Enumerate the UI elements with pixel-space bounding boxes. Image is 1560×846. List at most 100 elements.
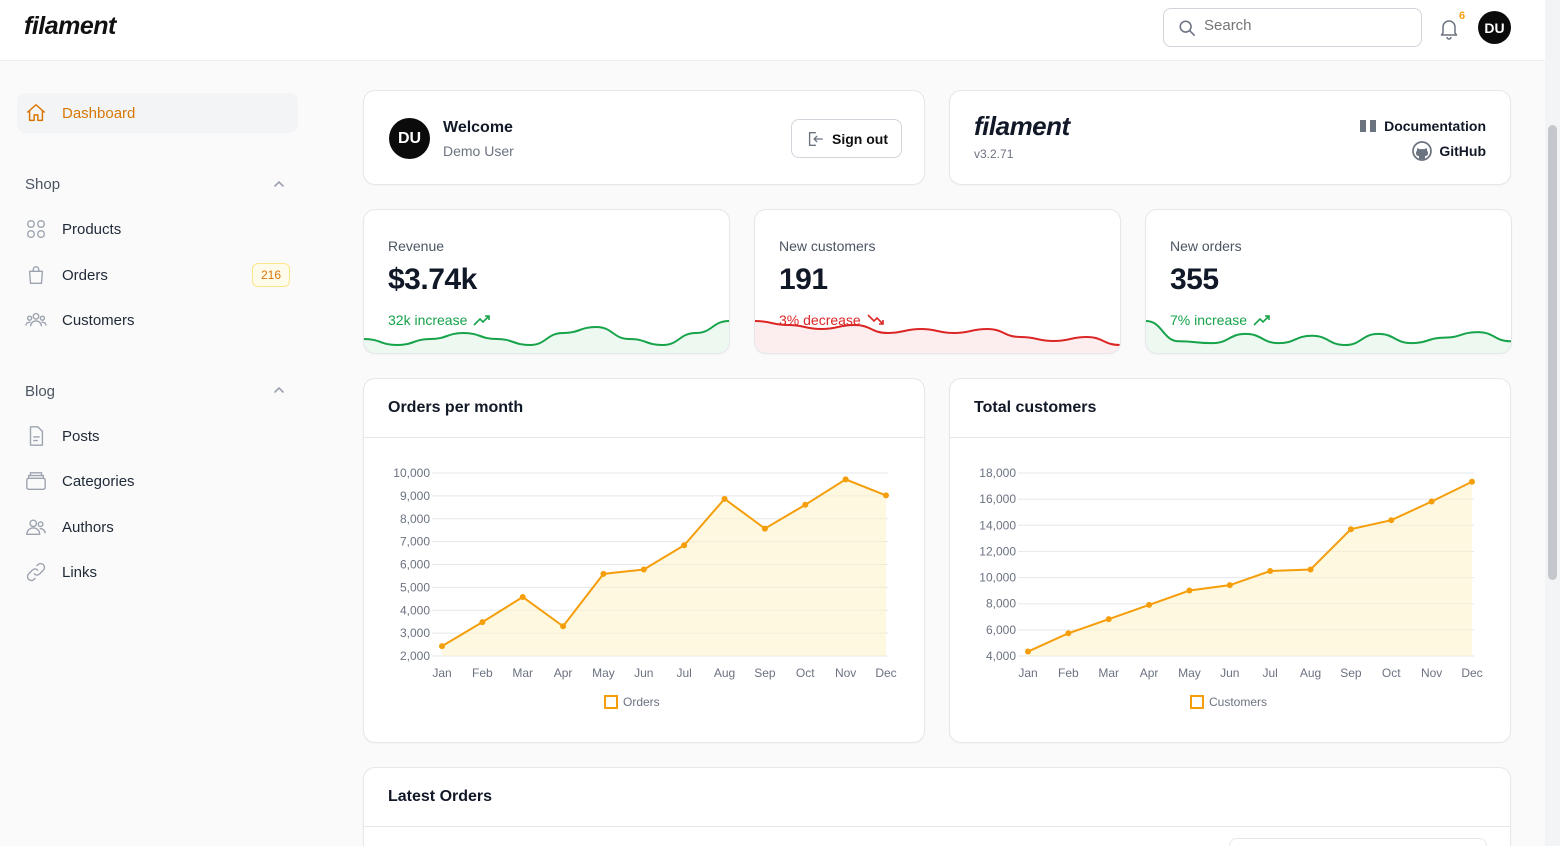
x-tick-label: Feb <box>472 666 493 680</box>
x-tick-label: Dec <box>1461 666 1482 680</box>
y-tick-label: 18,000 <box>979 466 1016 480</box>
scrollbar-thumb[interactable] <box>1548 125 1557 580</box>
stat-card-revenue: Revenue $3.74k 32k increase <box>363 209 730 354</box>
trending-up-icon <box>1253 315 1270 326</box>
sidebar-item-orders[interactable]: Orders 216 <box>17 255 298 295</box>
welcome-username: Demo User <box>443 143 514 159</box>
data-point[interactable] <box>1146 601 1153 608</box>
x-tick-label: Sep <box>1340 666 1362 680</box>
customers-chart-card: Total customers 4,000 6,000 8,000 10,000 12,… <box>949 378 1511 743</box>
sparkline-line <box>364 320 729 347</box>
legend-label[interactable]: Customers <box>1209 695 1267 709</box>
github-link[interactable]: GitHub <box>1412 141 1486 161</box>
legend-label[interactable]: Orders <box>623 695 660 709</box>
sparkline-line <box>755 320 1120 346</box>
data-point[interactable] <box>640 566 647 573</box>
sidebar-item-posts[interactable]: Posts <box>17 416 298 456</box>
stat-description-text: 32k increase <box>388 312 468 328</box>
sidebar-item-categories[interactable]: Categories <box>17 461 298 501</box>
y-tick-label: 12,000 <box>979 544 1016 558</box>
search-input[interactable] <box>1204 17 1404 34</box>
notifications-button[interactable]: 6 <box>1437 10 1465 42</box>
sidebar-group-shop[interactable]: Shop <box>25 176 61 193</box>
folder-icon <box>26 472 46 490</box>
sparkline-area <box>755 321 1120 353</box>
welcome-title: Welcome <box>443 119 513 136</box>
x-tick-label: Apr <box>554 666 573 680</box>
notification-count: 6 <box>1459 10 1466 22</box>
sidebar-item-authors[interactable]: Authors <box>17 507 298 547</box>
sidebar-item-products[interactable]: Products <box>17 209 298 249</box>
orders-line-chart: 2,000 3,000 4,000 5,000 6,000 7,000 8,000 9,000… <box>393 466 897 709</box>
sidebar-item-dashboard[interactable]: Dashboard <box>17 93 298 133</box>
search-box[interactable] <box>1163 8 1422 47</box>
document-icon <box>29 426 44 446</box>
y-tick-label: 8,000 <box>986 597 1016 611</box>
book-icon <box>1360 120 1377 132</box>
y-tick-label: 4,000 <box>986 649 1016 663</box>
y-tick-label: 6,000 <box>986 623 1016 637</box>
sidebar-item-links[interactable]: Links <box>17 552 298 592</box>
data-point[interactable] <box>1388 517 1395 524</box>
data-point[interactable] <box>1469 478 1475 485</box>
data-point[interactable] <box>479 619 486 626</box>
filament-version: v3.2.71 <box>974 147 1014 161</box>
latest-orders-card: Latest Orders <box>363 767 1511 846</box>
filament-info-card: filament v3.2.71 Documentation GitHub <box>949 90 1511 185</box>
link-icon <box>26 562 46 582</box>
data-point[interactable] <box>1186 587 1193 594</box>
chevron-up-icon[interactable] <box>272 383 286 397</box>
data-point[interactable] <box>1267 568 1274 575</box>
x-tick-label: Jun <box>1220 666 1239 680</box>
series-line <box>441 478 887 648</box>
latest-orders-title: Latest Orders <box>388 788 493 805</box>
legend-swatch[interactable] <box>604 695 618 709</box>
table-search-input[interactable] <box>1229 838 1487 846</box>
page-scrollbar[interactable] <box>1545 0 1560 846</box>
divider <box>364 826 1510 827</box>
stat-label: New orders <box>1170 238 1242 254</box>
legend-swatch[interactable] <box>1190 695 1204 709</box>
data-point[interactable] <box>883 492 889 499</box>
data-point[interactable] <box>1347 526 1354 533</box>
x-tick-label: Dec <box>875 666 896 680</box>
x-tick-label: Mar <box>512 666 533 680</box>
welcome-avatar: DU <box>389 118 430 159</box>
data-point[interactable] <box>1226 582 1233 589</box>
home-icon <box>27 104 45 122</box>
data-point[interactable] <box>721 495 728 502</box>
data-point[interactable] <box>1307 566 1314 573</box>
data-point[interactable] <box>842 476 849 483</box>
data-point[interactable] <box>1025 648 1031 655</box>
data-point[interactable] <box>802 501 809 508</box>
sidebar-item-label: Categories <box>62 472 135 490</box>
data-point[interactable] <box>681 542 688 549</box>
documentation-link[interactable]: Documentation <box>1359 118 1486 134</box>
sign-out-button[interactable]: Sign out <box>791 119 902 158</box>
sidebar-group-blog[interactable]: Blog <box>25 383 56 400</box>
bell-icon <box>1440 20 1458 40</box>
y-tick-label: 2,000 <box>400 649 430 663</box>
sidebar-item-customers[interactable]: Customers <box>17 300 298 340</box>
customers-line-chart: 4,000 6,000 8,000 10,000 12,000 14,000 16,000 1… <box>979 466 1483 709</box>
data-point[interactable] <box>519 593 526 600</box>
y-tick-label: 10,000 <box>393 466 430 480</box>
sidebar-item-label: Posts <box>62 427 100 445</box>
data-point[interactable] <box>600 570 607 577</box>
data-point[interactable] <box>1105 616 1112 623</box>
orders-chart-card: Orders per month 2,000 3,000 4,000 5,000 6,0… <box>363 378 925 743</box>
brand-logo[interactable]: filament <box>24 12 116 40</box>
filament-logo: filament <box>974 111 1070 141</box>
chevron-up-icon[interactable] <box>272 177 286 191</box>
topbar: filament 6 DU <box>0 0 1545 61</box>
trending-down-icon <box>867 314 884 325</box>
new-customers-sparkline <box>755 320 1120 353</box>
data-point[interactable] <box>1428 498 1435 505</box>
user-avatar[interactable]: DU <box>1478 11 1511 44</box>
user-group-icon <box>26 519 46 536</box>
data-point[interactable] <box>560 623 567 630</box>
data-point[interactable] <box>439 643 445 650</box>
data-point[interactable] <box>1065 630 1072 637</box>
data-point[interactable] <box>761 525 768 532</box>
y-tick-label: 3,000 <box>400 626 430 640</box>
